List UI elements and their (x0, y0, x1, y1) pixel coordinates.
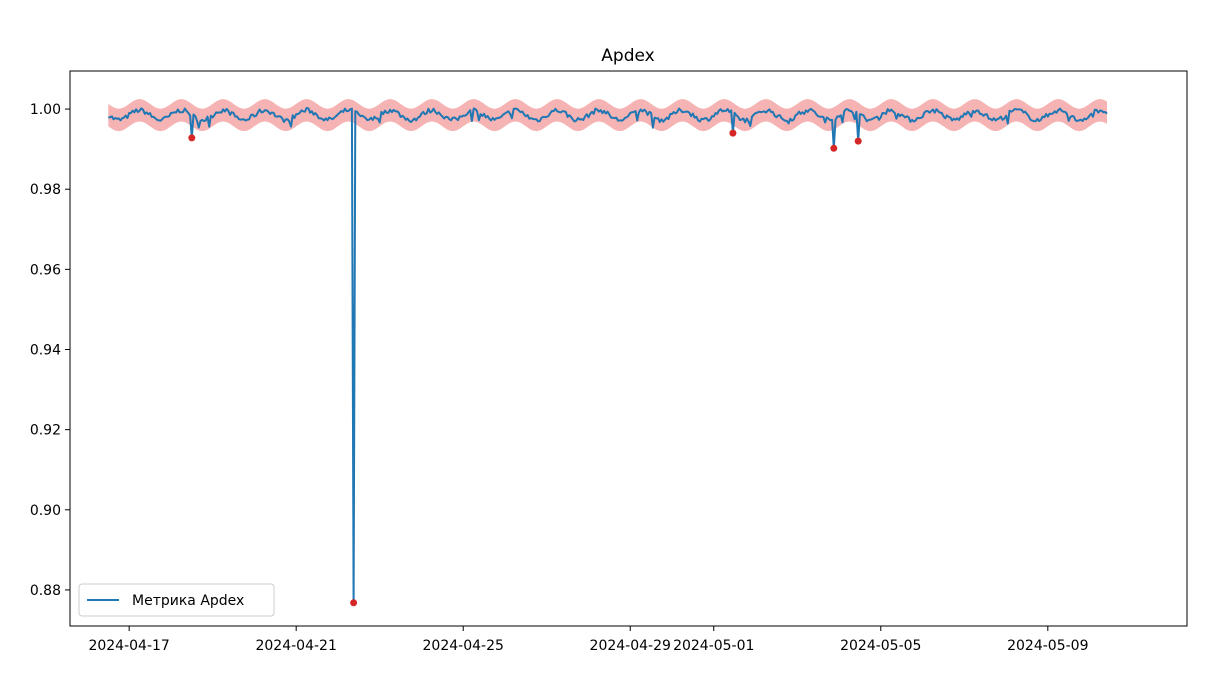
y-tick-label-2: 0.90 (30, 503, 61, 519)
anomaly-point-5 (854, 137, 862, 145)
anomaly-point-4 (830, 144, 838, 152)
y-tick-label-1: 0.88 (30, 583, 61, 599)
series-line-layer (108, 107, 1108, 604)
legend-label-metric: Метрика Apdex (132, 593, 244, 609)
y-tick-label-5: 0.96 (30, 262, 61, 278)
x-tick-label-2: 2024-04-21 (255, 638, 336, 654)
x-tick-label-4: 2024-04-29 (590, 638, 671, 654)
legend-box (78, 583, 275, 617)
x-tick-label-7: 2024-05-09 (1007, 638, 1088, 654)
anomaly-point-2 (350, 599, 358, 607)
y-tick-label-7: 1.00 (30, 102, 61, 118)
legend: Метрика Apdex (78, 583, 275, 617)
anomaly-point-3 (729, 129, 737, 137)
chart-title: Apdex (601, 46, 654, 66)
x-tick-label-3: 2024-04-25 (423, 638, 504, 654)
anomaly-points-layer (188, 129, 862, 607)
y-tick-label-4: 0.94 (30, 343, 61, 359)
anomaly-point-1 (188, 134, 196, 142)
x-tick-label-1: 2024-04-17 (88, 638, 169, 654)
x-axis: 2024-04-17 2024-04-21 2024-04-25 2024-04-29… (88, 626, 1088, 654)
series-line-metric-apdex (108, 107, 1108, 604)
y-tick-label-6: 0.98 (30, 182, 61, 198)
plot-frame (69, 70, 1188, 627)
y-tick-label-3: 0.92 (30, 423, 61, 439)
y-axis: 0.88 0.90 0.92 0.94 0.96 0.98 1.00 (30, 102, 70, 599)
x-tick-label-6: 2024-05-05 (840, 638, 921, 654)
x-tick-label-5: 2024-05-01 (673, 638, 754, 654)
